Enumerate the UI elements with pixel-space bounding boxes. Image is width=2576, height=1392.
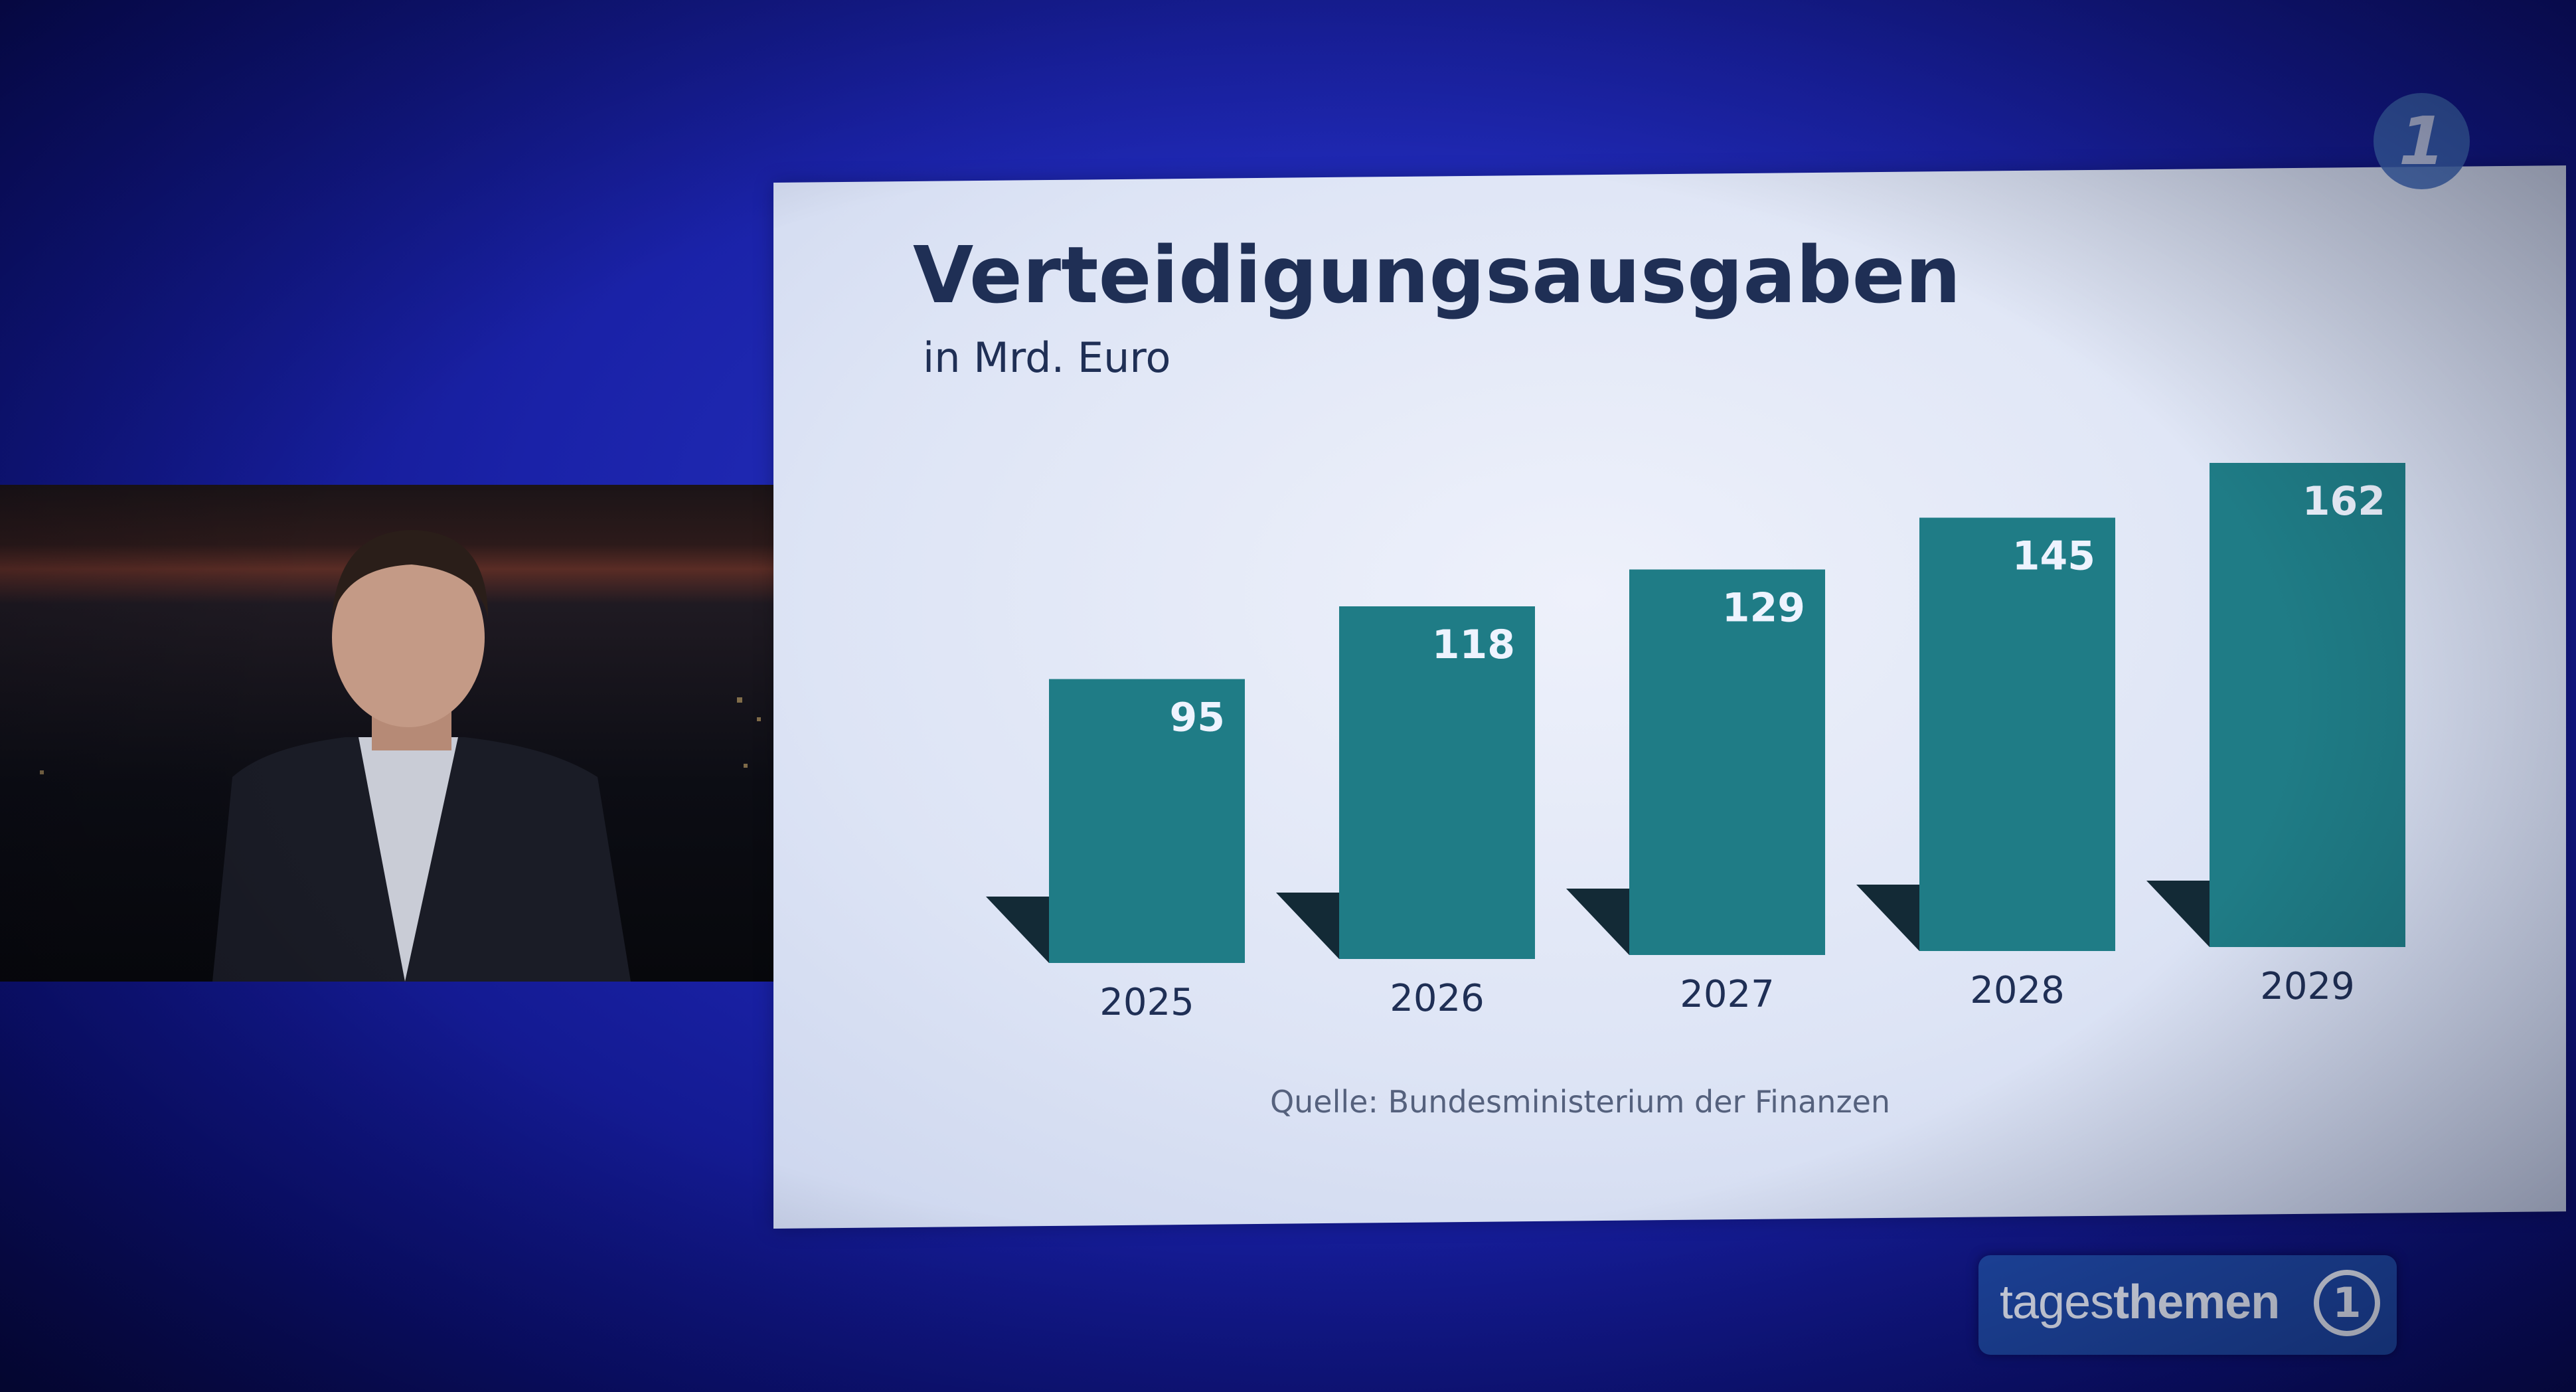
- bar-2026: [1339, 606, 1535, 959]
- x-tick-label-2027: 2027: [1680, 973, 1775, 1016]
- value-label-2028: 145: [2012, 533, 2095, 580]
- bar-shadow-2027: [1566, 889, 1629, 955]
- presenter-video: [0, 485, 803, 982]
- bar-2028: [1919, 517, 2115, 951]
- bar-shadow-2028: [1856, 885, 1919, 951]
- x-tick-label-2028: 2028: [1970, 969, 2065, 1012]
- bar-shadow-2025: [986, 897, 1049, 963]
- ard-one-icon: 1: [2374, 93, 2470, 189]
- value-label-2025: 95: [1170, 695, 1226, 741]
- bar-shadow-2029: [2146, 881, 2210, 947]
- show-name: tagesthemen: [2000, 1276, 2280, 1329]
- x-tick-label-2029: 2029: [2260, 965, 2355, 1008]
- value-label-2026: 118: [1432, 622, 1515, 668]
- bar-shadow-2026: [1276, 893, 1339, 959]
- chart-source: Quelle: Bundesministerium der Finanzen: [1270, 1084, 1890, 1120]
- ard-one-icon: 1: [2314, 1270, 2380, 1336]
- bar-2027: [1629, 569, 1825, 955]
- bar-2029: [2210, 463, 2405, 947]
- x-tick-label-2025: 2025: [1099, 981, 1194, 1024]
- presenter-silhouette: [40, 530, 791, 982]
- show-logo: tagesthemen 1: [1978, 1255, 2397, 1355]
- x-tick-label-2026: 2026: [1390, 977, 1485, 1020]
- chart-subtitle: in Mrd. Euro: [923, 333, 1170, 382]
- value-label-2029: 162: [2302, 478, 2385, 525]
- bar-2025: [1049, 679, 1245, 963]
- chart-title: Verteidigungsausgaben: [913, 229, 1961, 321]
- value-label-2027: 129: [1722, 585, 1805, 632]
